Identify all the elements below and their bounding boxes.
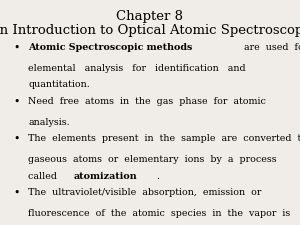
Text: fluorescence  of  the  atomic  species  in  the  vapor  is: fluorescence of the atomic species in th… — [28, 209, 291, 218]
Text: .: . — [156, 172, 159, 181]
Text: •: • — [14, 188, 20, 198]
Text: elemental   analysis   for   identification   and: elemental analysis for identification an… — [28, 64, 246, 73]
Text: The  elements  present  in  the  sample  are  converted  to: The elements present in the sample are c… — [28, 134, 300, 143]
Text: Chapter 8: Chapter 8 — [116, 10, 184, 23]
Text: quantitation.: quantitation. — [28, 80, 90, 89]
Text: analysis.: analysis. — [28, 118, 70, 127]
Text: Atomic Spectroscopic methods: Atomic Spectroscopic methods — [28, 43, 193, 52]
Text: •: • — [14, 134, 20, 144]
Text: atomization: atomization — [74, 172, 137, 181]
Text: An Introduction to Optical Atomic Spectroscopy: An Introduction to Optical Atomic Spectr… — [0, 24, 300, 37]
Text: called: called — [28, 172, 64, 181]
Text: are  used  for: are used for — [241, 43, 300, 52]
Text: The  ultraviolet/visible  absorption,  emission  or: The ultraviolet/visible absorption, emis… — [28, 188, 262, 197]
Text: •: • — [14, 97, 20, 106]
Text: gaseous  atoms  or  elementary  ions  by  a  process: gaseous atoms or elementary ions by a pr… — [28, 155, 277, 164]
Text: Need  free  atoms  in  the  gas  phase  for  atomic: Need free atoms in the gas phase for ato… — [28, 97, 266, 106]
Text: •: • — [14, 43, 20, 53]
